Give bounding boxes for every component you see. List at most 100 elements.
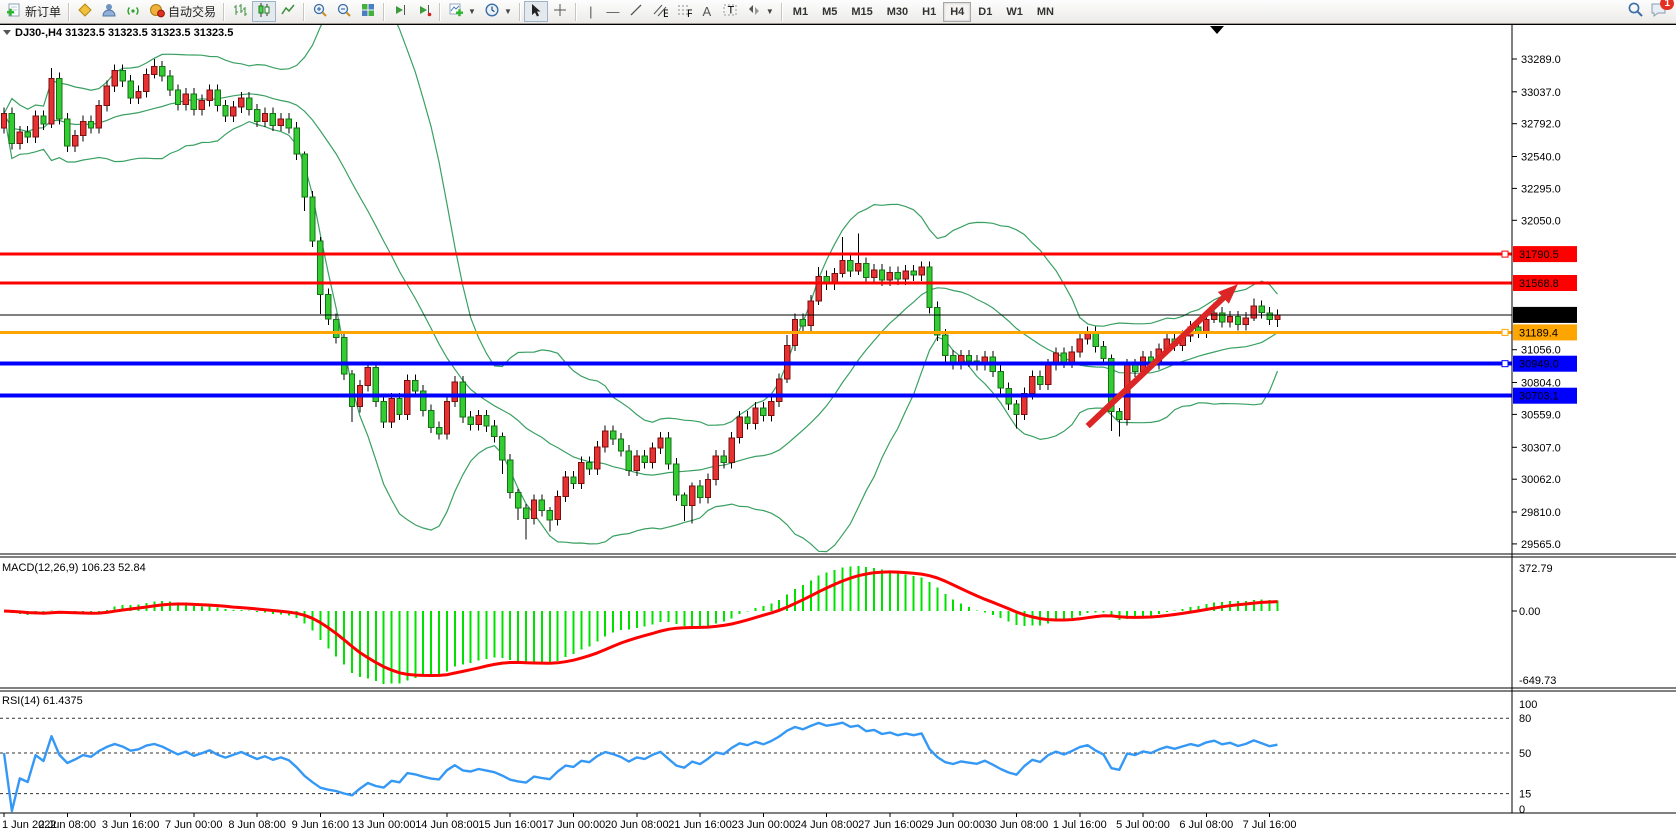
- candle: [760, 407, 767, 417]
- search-icon[interactable]: [1627, 1, 1644, 23]
- vertical-line-button[interactable]: |: [580, 1, 602, 22]
- candle: [151, 66, 158, 76]
- crosshair-button[interactable]: [548, 1, 572, 22]
- candle: [32, 115, 39, 138]
- x-axis-label: 13 Jun 00:00: [352, 819, 416, 831]
- candle: [918, 266, 925, 276]
- chart-candles-button[interactable]: [252, 1, 277, 22]
- market-watch-button[interactable]: [73, 1, 97, 22]
- text-button[interactable]: A: [696, 1, 718, 22]
- svg-text:F: F: [687, 8, 692, 18]
- add-indicator-button[interactable]: ▼: [444, 1, 480, 22]
- period-button[interactable]: ▼: [480, 1, 516, 22]
- candle: [87, 120, 95, 129]
- autotrading-button[interactable]: 自动交易: [145, 1, 220, 22]
- candle: [625, 450, 633, 471]
- candle: [863, 262, 870, 279]
- timeframe-button-h1[interactable]: H1: [915, 2, 943, 22]
- candle: [499, 435, 506, 461]
- text-label-icon: T: [722, 2, 738, 21]
- chat-button[interactable]: 1: [1650, 0, 1674, 23]
- candle: [673, 463, 680, 496]
- candle: [855, 262, 862, 272]
- x-axis-label: 3 Jun 16:00: [102, 819, 160, 831]
- timeframe-button-h4[interactable]: H4: [943, 1, 972, 22]
- fibonacci-button[interactable]: F: [672, 1, 696, 22]
- candle: [807, 300, 814, 327]
- candle: [64, 118, 71, 147]
- y-axis-label: 32295.0: [1521, 183, 1561, 195]
- navigator-button[interactable]: [97, 1, 121, 22]
- candle: [926, 266, 933, 309]
- candle: [1060, 352, 1068, 363]
- candle: [910, 270, 917, 276]
- candle: [696, 485, 704, 499]
- candle: [602, 430, 609, 448]
- horizontal-line-button[interactable]: —: [602, 1, 624, 22]
- bar-chart-icon: [232, 2, 248, 21]
- timeframe-button-m30[interactable]: M30: [880, 2, 915, 22]
- toolbar-separator: [574, 2, 577, 21]
- candlestick-chart-icon: [256, 2, 272, 21]
- chart-line-button[interactable]: [276, 1, 300, 22]
- candle: [641, 455, 648, 463]
- auto-scroll-button[interactable]: [388, 1, 412, 22]
- signals-button[interactable]: [121, 1, 145, 22]
- timeframe-button-m1[interactable]: M1: [786, 2, 815, 22]
- symbol-label: DJ30-,H4 31323.5 31323.5 31323.5 31323.5: [15, 27, 233, 39]
- chart-shift-marker[interactable]: [1210, 26, 1224, 34]
- timeframe-button-m15[interactable]: M15: [844, 2, 879, 22]
- candle: [1116, 411, 1123, 421]
- rsi-axis-label: 0: [1519, 804, 1525, 816]
- candle: [712, 455, 720, 480]
- zoom-out-button[interactable]: [332, 1, 356, 22]
- candle: [372, 366, 380, 402]
- text-icon: A: [702, 4, 712, 19]
- symbol-dropdown-icon[interactable]: [3, 30, 11, 35]
- candle: [119, 70, 126, 82]
- timeframe-button-mn[interactable]: MN: [1030, 2, 1061, 22]
- chart-shift-button[interactable]: [412, 1, 436, 22]
- toolbar-separator: [223, 2, 226, 21]
- pane-borders: [0, 24, 1676, 814]
- candle: [253, 109, 261, 122]
- candle: [886, 271, 894, 281]
- candle: [768, 400, 775, 417]
- zoom-in-button[interactable]: [308, 1, 332, 22]
- candle: [554, 495, 561, 521]
- trendline-icon: [628, 2, 644, 21]
- chart-bars-button[interactable]: [228, 1, 252, 22]
- macd-axis-max: 372.79: [1519, 563, 1553, 575]
- candle: [776, 378, 783, 402]
- svg-text:31323.5: 31323.5: [1519, 310, 1559, 322]
- cursor-button[interactable]: [523, 1, 548, 22]
- candle: [942, 334, 949, 357]
- candle: [40, 115, 47, 125]
- candle: [127, 80, 134, 99]
- tile-windows-button[interactable]: [356, 1, 380, 22]
- new-order-button[interactable]: 新订单: [2, 1, 65, 22]
- candle: [380, 400, 387, 423]
- toolbar-separator: [518, 2, 521, 21]
- text-label-button[interactable]: T: [718, 1, 742, 22]
- x-axis-label: 15 Jun 16:00: [478, 819, 542, 831]
- y-axis-label: 29565.0: [1521, 539, 1561, 551]
- timeframe-button-m5[interactable]: M5: [815, 2, 844, 22]
- y-axis-label: 30307.0: [1521, 442, 1561, 454]
- candle: [514, 491, 522, 509]
- trendline-button[interactable]: [624, 1, 648, 22]
- candle: [214, 89, 221, 107]
- arrows-button[interactable]: ▼: [742, 1, 778, 22]
- bollinger-upper-band: [3, 0, 1278, 426]
- x-axis-label: 5 Jul 00:00: [1116, 819, 1170, 831]
- x-axis-label: 20 Jun 08:00: [605, 819, 669, 831]
- channel-button[interactable]: E: [648, 1, 672, 22]
- timeframe-button-d1[interactable]: D1: [971, 2, 999, 22]
- timeframe-button-w1[interactable]: W1: [999, 2, 1030, 22]
- trend-arrow[interactable]: [1085, 290, 1232, 429]
- candle: [1092, 331, 1099, 348]
- price-badge-31323.5: [1513, 306, 1577, 323]
- chart-shift-icon: [416, 2, 432, 21]
